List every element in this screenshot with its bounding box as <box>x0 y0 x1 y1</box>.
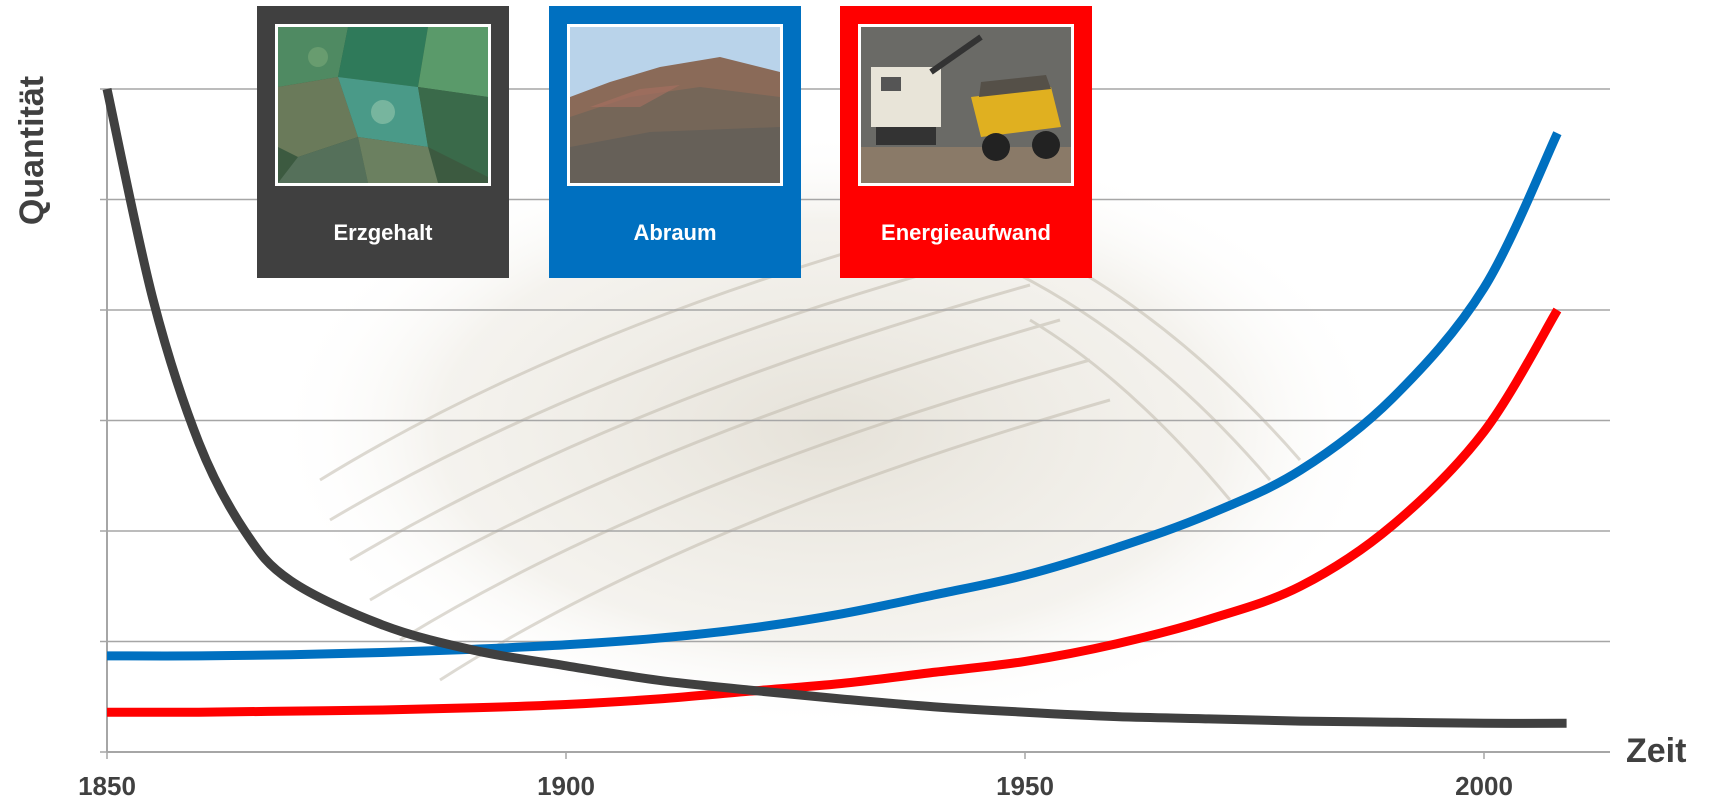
chart-series <box>102 88 1567 728</box>
y-axis-label: Quantität <box>4 0 62 300</box>
series-line-energieaufwand <box>106 307 1562 717</box>
x-tick-label: 2000 <box>1455 771 1513 798</box>
x-tick-labels: 1850 1900 1950 2000 <box>78 771 1513 798</box>
y-axis-label-text: Quantität <box>13 75 52 225</box>
x-tick-label: 1900 <box>537 771 595 798</box>
x-tick-label: 1850 <box>78 771 136 798</box>
overburden-image <box>570 27 780 183</box>
series-line-erzgehalt <box>102 88 1567 728</box>
mining-truck-photo <box>858 24 1074 186</box>
legend-card-abraum: Abraum <box>549 6 801 278</box>
overburden-photo <box>567 24 783 186</box>
series-line-abraum <box>106 131 1562 661</box>
x-axis-label: Zeit <box>1626 732 1687 770</box>
legend-label-abraum: Abraum <box>633 220 717 245</box>
open-pit-mine-background <box>270 130 1390 730</box>
chart-axes <box>100 88 1610 759</box>
mining-truck-image <box>861 27 1071 183</box>
x-tick-label: 1950 <box>996 771 1054 798</box>
ore-image <box>278 27 488 183</box>
legend-card-erzgehalt: Erzgehalt <box>257 6 509 278</box>
ore-photo <box>275 24 491 186</box>
legend-card-energieaufwand: Energieaufwand <box>840 6 1092 278</box>
legend-label-erzgehalt: Erzgehalt <box>333 220 433 245</box>
legend-label-energieaufwand: Energieaufwand <box>881 220 1051 245</box>
